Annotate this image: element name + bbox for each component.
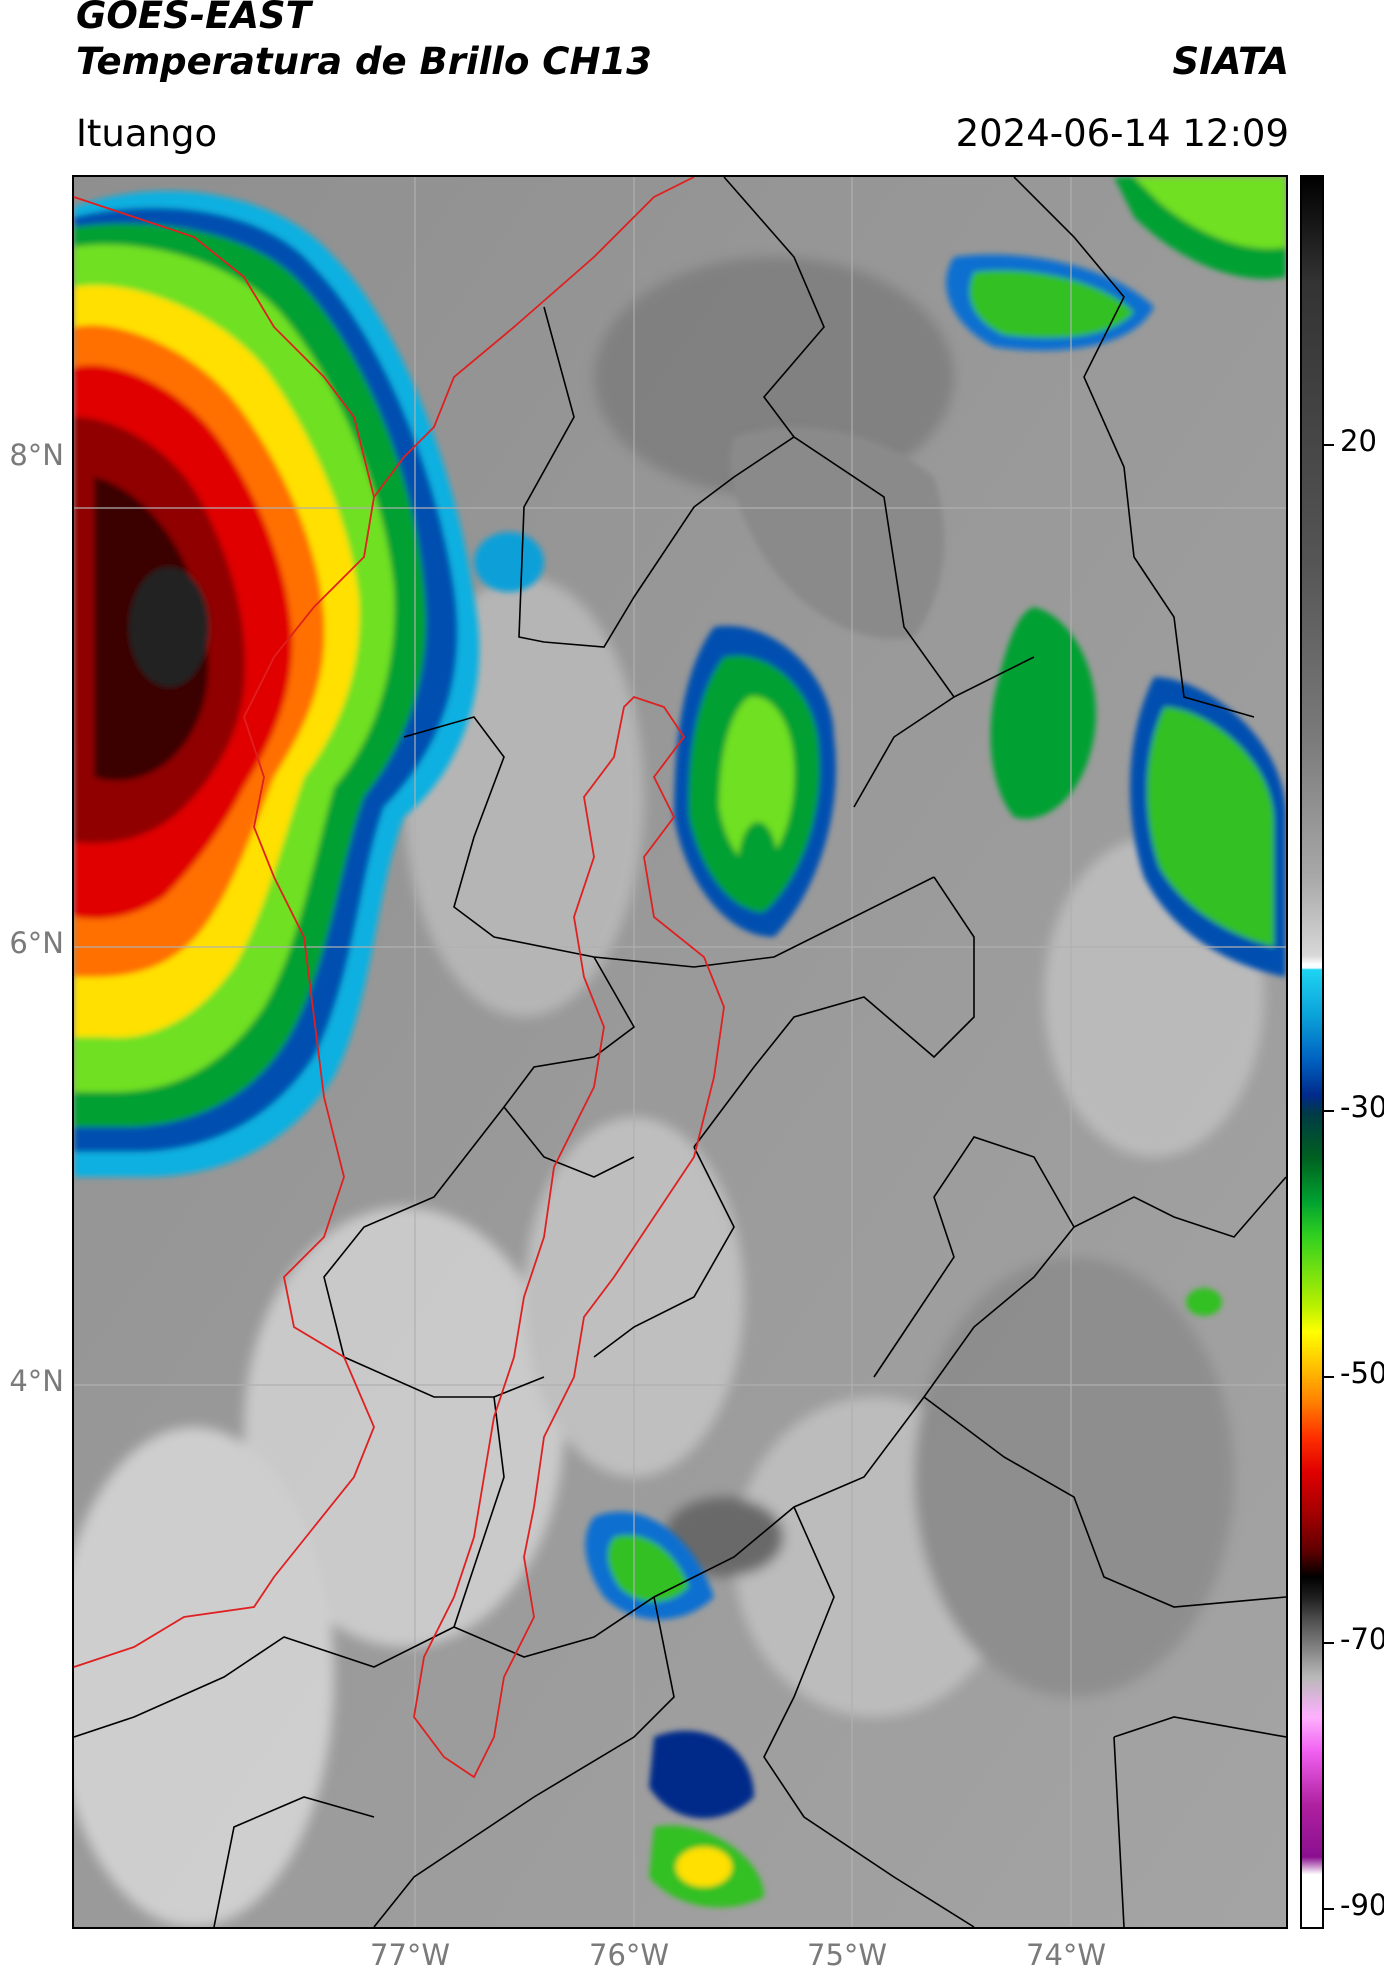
lat-label-4n: 4°N	[9, 1364, 64, 1398]
colorbar-label-minus70: -70	[1340, 1622, 1384, 1656]
colorbar-label-minus50: -50	[1340, 1356, 1384, 1390]
convective-system-west	[74, 191, 480, 1177]
lat-label-6n: 6°N	[9, 926, 64, 960]
colorbar-tick-mark	[1324, 1376, 1334, 1378]
lat-label-8n: 8°N	[9, 438, 64, 472]
colorbar-tick-mark	[1324, 1110, 1334, 1112]
department-boundaries	[74, 177, 1286, 1927]
title-satellite: GOES-EAST	[76, 0, 311, 37]
lon-label-74w: 74°W	[1026, 1938, 1107, 1972]
colorbar-tick-mark	[1324, 1908, 1334, 1910]
title-product: Temperatura de Brillo CH13	[76, 40, 652, 83]
colorbar-label-minus30: -30	[1340, 1090, 1384, 1124]
location-label: Ituango	[76, 112, 218, 155]
temperature-colorbar	[1300, 175, 1324, 1929]
colorbar-label-minus90: -90	[1340, 1888, 1384, 1922]
brightness-temperature-map[interactable]	[72, 175, 1288, 1929]
convective-cells-east	[474, 177, 1286, 1908]
lon-label-77w: 77°W	[370, 1938, 451, 1972]
map-canvas	[74, 177, 1286, 1927]
colorbar-tick-mark	[1324, 444, 1334, 446]
colorbar-tick-mark	[1324, 1642, 1334, 1644]
colorbar-label-20: 20	[1340, 424, 1377, 458]
organization-label: SIATA	[1172, 40, 1289, 83]
lon-label-75w: 75°W	[807, 1938, 888, 1972]
coast-and-basin-outline	[74, 177, 725, 1779]
timestamp-label: 2024-06-14 12:09	[955, 112, 1289, 155]
graticule	[74, 177, 1286, 1927]
lon-label-76w: 76°W	[589, 1938, 670, 1972]
